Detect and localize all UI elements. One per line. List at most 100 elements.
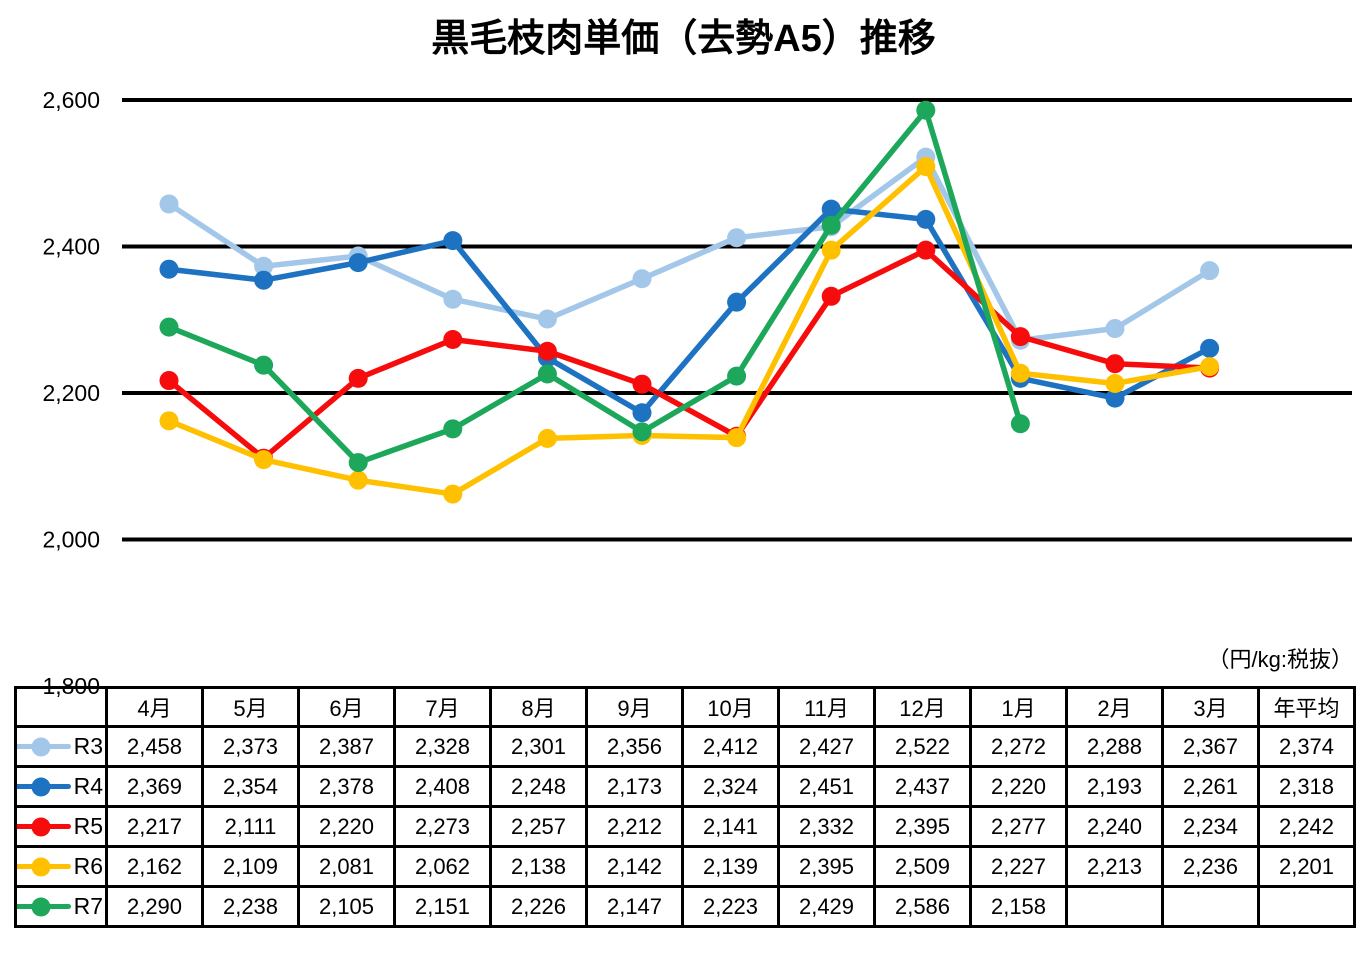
value-cell: 2,223 <box>681 885 780 928</box>
value-cell: 2,062 <box>393 845 492 888</box>
units-label: （円/kg:税抜） <box>1207 647 1353 672</box>
legend-cell: R5 <box>14 805 108 848</box>
month-header: 12月 <box>873 686 972 728</box>
value-cell: 2,373 <box>201 725 300 768</box>
table-row-R5: R5 2,217 2,111 2,220 2,273 2,257 2,212 2,141 2,3… <box>14 805 1356 848</box>
series-R6-point <box>443 484 463 504</box>
value-cell: 2,261 <box>1161 765 1260 808</box>
month-header: 10月 <box>681 686 780 728</box>
legend-line-icon <box>18 897 71 916</box>
series-R6-point <box>727 428 747 448</box>
value-cell: 2,234 <box>1161 805 1260 848</box>
legend-cell: R3 <box>14 725 108 768</box>
series-R5-point <box>348 368 368 388</box>
y-axis-tick-label: 2,000 <box>42 527 100 553</box>
chart-title: 黒毛枝肉単価（去勢A5）推移 <box>431 18 936 60</box>
series-R7-line <box>166 107 1024 466</box>
month-header: 9月 <box>585 686 684 728</box>
value-cell: 2,290 <box>105 885 204 928</box>
value-cell: 2,356 <box>585 725 684 768</box>
series-R3-line <box>166 154 1213 344</box>
month-header: 3月 <box>1161 686 1260 728</box>
series-R6-point <box>1200 357 1220 377</box>
series-R6-point <box>159 411 179 431</box>
series-R5-point <box>159 371 179 391</box>
month-header: 8月 <box>489 686 588 728</box>
y-axis-tick-label: 2,400 <box>42 234 100 260</box>
series-R6-point <box>821 240 841 260</box>
series-R4-point <box>916 209 936 229</box>
value-cell: 2,427 <box>777 725 876 768</box>
series-R4-line <box>166 206 1213 416</box>
legend-line-icon <box>18 857 71 876</box>
value-cell: 2,437 <box>873 765 972 808</box>
legend-dot-icon <box>31 897 51 916</box>
series-R3-point <box>1105 319 1125 339</box>
value-cell: 2,412 <box>681 725 780 768</box>
series-R7-point <box>537 364 557 384</box>
value-cell: 2,324 <box>681 765 780 808</box>
month-header: 11月 <box>777 686 876 728</box>
value-cell: 2,212 <box>585 805 684 848</box>
value-cell: 2,248 <box>489 765 588 808</box>
value-cell: 2,408 <box>393 765 492 808</box>
series-R7-point <box>727 366 747 386</box>
series-R3-point <box>632 269 652 289</box>
value-cell: 2,238 <box>201 885 300 928</box>
value-cell: 2,354 <box>201 765 300 808</box>
series-R3-point <box>443 289 463 309</box>
series-R6-point <box>537 428 557 448</box>
value-cell <box>1065 885 1164 928</box>
value-cell: 2,458 <box>105 725 204 768</box>
y-axis-tick-label: 2,600 <box>42 87 100 113</box>
legend-line-icon <box>18 817 71 836</box>
value-cell: 2,147 <box>585 885 684 928</box>
legend-dot-icon <box>31 737 51 756</box>
legend-marker-R5: R5 <box>18 815 104 838</box>
table-row-R3: R3 2,458 2,373 2,387 2,328 2,301 2,356 2,412 2,4… <box>14 725 1356 768</box>
value-cell: 2,142 <box>585 845 684 888</box>
value-cell: 2,236 <box>1161 845 1260 888</box>
series-R6-point <box>254 450 274 470</box>
avg-cell: 2,318 <box>1257 765 1356 808</box>
series-R5-line <box>166 247 1213 461</box>
series-R5-point <box>1010 327 1030 347</box>
series-R7-point <box>159 317 179 337</box>
value-cell: 2,369 <box>105 765 204 808</box>
value-cell: 2,220 <box>297 805 396 848</box>
month-header: 1月 <box>969 686 1068 728</box>
series-R6-point <box>916 157 936 177</box>
value-cell: 2,378 <box>297 765 396 808</box>
legend-marker-R4: R4 <box>18 775 104 798</box>
value-cell: 2,162 <box>105 845 204 888</box>
legend-dot-icon <box>31 857 51 876</box>
series-R7-point <box>443 419 463 439</box>
value-cell: 2,272 <box>969 725 1068 768</box>
value-cell: 2,429 <box>777 885 876 928</box>
value-cell: 2,109 <box>201 845 300 888</box>
value-cell: 2,328 <box>393 725 492 768</box>
value-cell: 2,332 <box>777 805 876 848</box>
value-cell: 2,158 <box>969 885 1068 928</box>
value-cell: 2,288 <box>1065 725 1164 768</box>
table-corner-cell <box>14 686 108 728</box>
data-table: 4月 5月 6月 7月 8月 9月 10月 11月 12月 1月 2月 3月 年平均 R3 2,458 2,… <box>14 686 1356 928</box>
series-R5-point <box>821 286 841 306</box>
value-cell: 2,586 <box>873 885 972 928</box>
month-header: 6月 <box>297 686 396 728</box>
month-header: 2月 <box>1065 686 1164 728</box>
series-R7-point <box>348 453 368 473</box>
value-cell: 2,217 <box>105 805 204 848</box>
value-cell: 2,451 <box>777 765 876 808</box>
legend-cell: R7 <box>14 885 108 928</box>
series-R3-point <box>537 309 557 329</box>
legend-dot-icon <box>31 817 51 836</box>
series-R6-point <box>348 470 368 490</box>
value-cell: 2,387 <box>297 725 396 768</box>
value-cell: 2,220 <box>969 765 1068 808</box>
series-label: R3 <box>73 733 103 759</box>
value-cell: 2,173 <box>585 765 684 808</box>
series-R5-point <box>537 341 557 361</box>
series-R4-point <box>348 253 368 273</box>
series-R3-point <box>159 194 179 214</box>
